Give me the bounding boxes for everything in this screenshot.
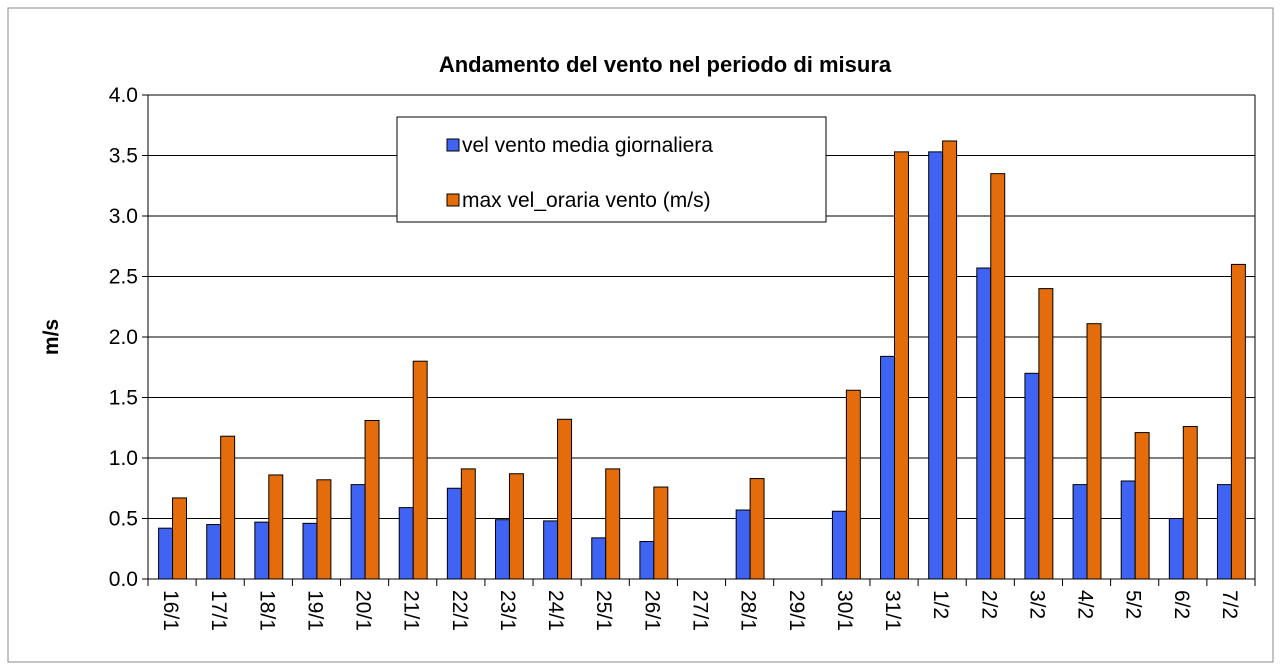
bar [1134,432,1150,580]
x-tick-label: 2/2 [977,590,1000,619]
bar [990,173,1006,580]
y-axis-label: m/s [40,319,63,355]
y-tick-label: 1.0 [109,447,138,470]
bar [446,487,462,580]
y-tick-label: 4.0 [109,84,138,107]
bar [976,267,992,580]
x-tick-label: 17/1 [207,590,230,631]
bar [316,479,332,580]
bar [1086,323,1102,580]
bar [1120,480,1136,580]
bar [605,468,621,580]
bar [412,360,428,580]
x-tick-label: 27/1 [689,590,712,631]
bar [749,478,765,580]
x-tick-label: 25/1 [592,590,615,631]
bar [928,151,944,580]
bar [268,474,284,580]
legend-box [396,116,827,223]
x-tick-label: 7/2 [1218,590,1241,619]
bar [591,537,607,580]
bar [880,355,896,580]
x-tick-label: 18/1 [255,590,278,631]
x-tick-label: 28/1 [737,590,760,631]
bar [302,522,318,580]
x-tick-label: 29/1 [785,590,808,631]
bar [845,389,861,580]
bar [653,486,669,580]
x-tick-label: 24/1 [544,590,567,631]
y-tick-label: 2.0 [109,326,138,349]
x-tick-label: 26/1 [640,590,663,631]
legend-label: max vel_oraria vento (m/s) [462,189,711,212]
x-tick-label: 23/1 [496,590,519,631]
bar [735,509,751,580]
x-tick-label: 4/2 [1074,590,1097,619]
bar [942,140,958,580]
bar [460,468,476,580]
y-tick-label: 0.0 [109,568,138,591]
y-tick-label: 2.5 [109,266,138,289]
x-tick-label: 3/2 [1025,590,1048,619]
legend-swatch [446,193,460,207]
bar [398,507,414,580]
x-tick-label: 31/1 [881,590,904,631]
bar [220,435,236,580]
bar [639,540,655,580]
x-tick-label: 16/1 [159,590,182,631]
bar [508,473,524,580]
y-tick-label: 3.0 [109,205,138,228]
bar [364,419,380,580]
bar [1182,426,1198,580]
bar [1072,484,1088,580]
x-tick-label: 30/1 [833,590,856,631]
bar [1024,372,1040,580]
chart-title: Andamento del vento nel periodo di misur… [439,52,892,77]
y-tick-label: 0.5 [109,508,138,531]
legend-swatch [446,138,460,152]
x-tick-label: 1/2 [929,590,952,619]
bar [254,521,270,580]
bar [1038,288,1054,580]
bar [1230,263,1246,580]
bar [557,418,573,580]
bar [1216,484,1232,580]
x-tick-label: 19/1 [303,590,326,631]
bar [831,510,847,580]
bar [1168,518,1184,580]
bar [172,497,188,580]
legend-label: vel vento media giornaliera [462,134,713,157]
bar [158,527,174,580]
y-tick-label: 1.5 [109,387,138,410]
bar [894,151,909,580]
x-tick-label: 5/2 [1122,590,1145,619]
x-tick-label: 22/1 [448,590,471,631]
x-tick-label: 20/1 [352,590,375,631]
y-tick-label: 3.5 [109,145,138,168]
bar [206,524,222,580]
x-tick-label: 6/2 [1170,590,1193,619]
bar [543,520,559,580]
x-tick-label: 21/1 [400,590,423,631]
bar [495,519,510,580]
bar [350,484,366,580]
